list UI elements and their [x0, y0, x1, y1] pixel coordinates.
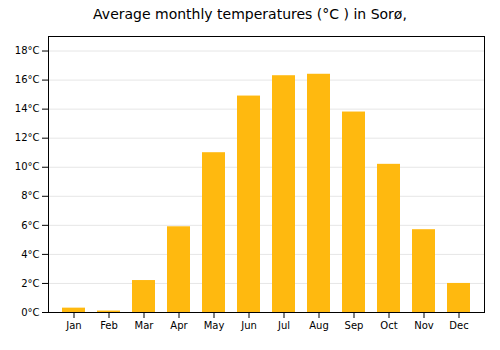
svg-text:8°C: 8°C: [21, 190, 39, 201]
svg-text:Dec: Dec: [449, 320, 468, 331]
svg-text:Apr: Apr: [170, 320, 188, 331]
svg-text:14°C: 14°C: [15, 103, 40, 114]
svg-text:Sep: Sep: [345, 320, 364, 331]
svg-text:18°C: 18°C: [15, 45, 40, 56]
svg-text:Feb: Feb: [100, 320, 118, 331]
svg-text:Aug: Aug: [309, 320, 329, 331]
svg-text:Nov: Nov: [414, 320, 434, 331]
svg-text:6°C: 6°C: [21, 220, 39, 231]
svg-text:Jan: Jan: [65, 320, 81, 331]
svg-text:16°C: 16°C: [15, 74, 40, 85]
svg-text:2°C: 2°C: [21, 278, 39, 289]
svg-text:Jul: Jul: [277, 320, 290, 331]
svg-text:4°C: 4°C: [21, 249, 39, 260]
svg-text:Jun: Jun: [240, 320, 257, 331]
svg-text:12°C: 12°C: [15, 132, 40, 143]
svg-text:Oct: Oct: [380, 320, 397, 331]
svg-text:Mar: Mar: [135, 320, 155, 331]
svg-text:0°C: 0°C: [21, 307, 39, 318]
svg-text:May: May: [204, 320, 225, 331]
svg-text:10°C: 10°C: [15, 161, 40, 172]
html-text:Average monthly temperatures (: Average monthly temperatures (°C ) in So…: [93, 6, 407, 22]
